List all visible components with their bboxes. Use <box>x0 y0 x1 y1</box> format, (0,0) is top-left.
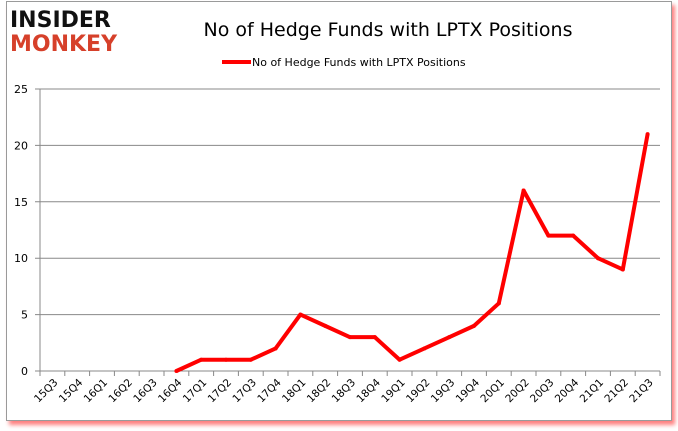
x-tick-label: 17Q1 <box>181 377 210 406</box>
y-tick-label: 0 <box>21 365 28 378</box>
x-tick-label: 21Q3 <box>627 377 656 406</box>
x-tick-label: 15Q4 <box>57 376 86 405</box>
y-tick-label: 10 <box>14 252 28 265</box>
series-line <box>175 133 650 373</box>
x-tick-label: 16Q4 <box>156 376 185 405</box>
x-tick-label: 18Q2 <box>305 377 334 406</box>
data-point <box>571 233 576 238</box>
y-tick-label: 20 <box>14 139 28 152</box>
y-tick-label: 5 <box>21 309 28 322</box>
x-tick-label: 18Q3 <box>330 377 359 406</box>
legend-label: No of Hedge Funds with LPTX Positions <box>252 56 466 69</box>
x-tick-label: 21Q2 <box>602 377 631 406</box>
x-tick-label: 19Q1 <box>379 377 408 406</box>
data-point <box>422 346 427 351</box>
x-tick-label: 19Q3 <box>429 377 458 406</box>
x-tick-label: 18Q1 <box>280 377 309 406</box>
data-point <box>472 323 476 328</box>
x-tick-label: 20Q4 <box>553 376 582 405</box>
x-tick-label: 18Q4 <box>354 376 383 405</box>
data-point <box>199 357 204 362</box>
data-point <box>224 357 228 362</box>
data-point <box>596 256 600 261</box>
y-tick-label: 25 <box>14 83 28 96</box>
logo-line1: INSIDER <box>10 8 111 33</box>
x-tick-label: 21Q1 <box>578 377 607 406</box>
x-tick-label: 17Q3 <box>230 377 259 406</box>
x-tick-label: 20Q3 <box>528 377 557 406</box>
data-point <box>273 346 278 351</box>
chart-title: No of Hedge Funds with LPTX Positions <box>204 19 573 41</box>
x-tick-label: 19Q4 <box>454 376 483 405</box>
x-tick-label: 16Q3 <box>131 377 160 406</box>
x-tick-label: 17Q2 <box>206 377 235 406</box>
data-point <box>348 335 352 340</box>
x-tick-label: 16Q2 <box>106 377 135 406</box>
data-point <box>323 323 328 328</box>
data-point <box>496 301 501 306</box>
data-point <box>620 267 625 272</box>
x-tick-label: 19Q2 <box>404 377 433 406</box>
x-tick-label: 15Q3 <box>32 377 61 406</box>
data-point <box>248 357 253 362</box>
data-point <box>174 369 179 373</box>
data-point <box>397 357 402 362</box>
x-tick-label: 16Q1 <box>82 377 111 406</box>
logo-line2: MONKEY <box>10 32 118 57</box>
data-point <box>645 132 650 137</box>
x-tick-label: 20Q2 <box>503 377 532 406</box>
logo: INSIDER MONKEY <box>10 8 118 57</box>
data-point <box>546 233 551 238</box>
chart-frame <box>6 1 672 421</box>
x-tick-label: 17Q4 <box>255 376 284 405</box>
data-point <box>521 188 526 193</box>
data-point <box>298 312 303 317</box>
data-point <box>372 335 377 340</box>
data-point <box>447 335 452 340</box>
legend: No of Hedge Funds with LPTX Positions <box>222 56 466 69</box>
x-tick-label: 20Q1 <box>478 377 507 406</box>
y-tick-label: 15 <box>14 196 28 209</box>
